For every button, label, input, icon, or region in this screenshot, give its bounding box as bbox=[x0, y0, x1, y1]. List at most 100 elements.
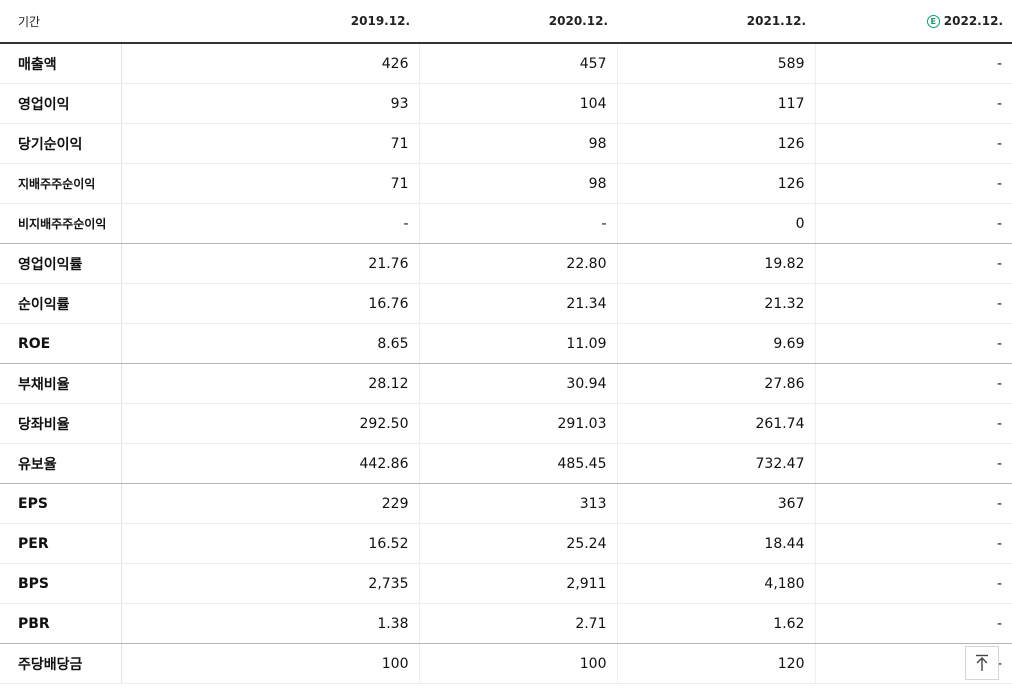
cell-value: 21.76 bbox=[121, 243, 420, 284]
table-row: 매출액 426 457 589 - bbox=[0, 43, 1012, 84]
row-label: 영업이익 bbox=[0, 83, 122, 124]
cell-value: 117 bbox=[617, 83, 816, 124]
estimate-badge-icon: E bbox=[926, 15, 940, 28]
table-row: 순이익률 16.76 21.34 21.32 - bbox=[0, 283, 1012, 324]
cell-value: - bbox=[815, 283, 1012, 324]
column-header-2022-label: 2022.12. bbox=[943, 14, 1003, 28]
cell-value: 0 bbox=[617, 203, 816, 244]
row-label: 매출액 bbox=[0, 43, 122, 84]
cell-value: 100 bbox=[121, 643, 420, 684]
table-row: EPS 229 313 367 - bbox=[0, 483, 1012, 524]
cell-value: 22.80 bbox=[419, 243, 618, 284]
table-row: 당기순이익 71 98 126 - bbox=[0, 123, 1012, 164]
column-header-2022: E 2022.12. bbox=[815, 0, 1012, 44]
cell-value: - bbox=[419, 203, 618, 244]
period-header: 기간 bbox=[0, 0, 121, 44]
cell-value: - bbox=[815, 203, 1012, 244]
cell-value: 98 bbox=[419, 163, 618, 204]
cell-value: 21.34 bbox=[419, 283, 618, 324]
cell-value: 8.65 bbox=[121, 323, 420, 364]
column-header-2019: 2019.12. bbox=[121, 0, 419, 44]
cell-value: 98 bbox=[419, 123, 618, 164]
row-label: 영업이익률 bbox=[0, 243, 122, 284]
cell-value: 485.45 bbox=[419, 443, 618, 484]
row-label: 당좌비율 bbox=[0, 403, 122, 444]
row-label: 유보율 bbox=[0, 443, 122, 484]
cell-value: - bbox=[815, 83, 1012, 124]
cell-value: 18.44 bbox=[617, 523, 816, 564]
cell-value: - bbox=[815, 603, 1012, 644]
cell-value: 16.52 bbox=[121, 523, 420, 564]
row-label: PBR bbox=[0, 603, 122, 644]
cell-value: 120 bbox=[617, 643, 816, 684]
row-label: PER bbox=[0, 523, 122, 564]
scroll-to-top-button[interactable] bbox=[965, 646, 999, 680]
cell-value: 21.32 bbox=[617, 283, 816, 324]
cell-value: 30.94 bbox=[419, 363, 618, 404]
row-label: 순이익률 bbox=[0, 283, 122, 324]
cell-value: 367 bbox=[617, 483, 816, 524]
arrow-up-to-line-icon bbox=[976, 654, 988, 671]
cell-value: - bbox=[815, 403, 1012, 444]
cell-value: 732.47 bbox=[617, 443, 816, 484]
cell-value: - bbox=[815, 163, 1012, 204]
cell-value: 2,911 bbox=[419, 563, 618, 604]
row-label: 주당배당금 bbox=[0, 643, 122, 684]
cell-value: 426 bbox=[121, 43, 420, 84]
cell-value: - bbox=[815, 563, 1012, 604]
column-header-2020: 2020.12. bbox=[419, 0, 617, 44]
cell-value: 4,180 bbox=[617, 563, 816, 604]
table-row: 유보율 442.86 485.45 732.47 - bbox=[0, 443, 1012, 484]
cell-value: 19.82 bbox=[617, 243, 816, 284]
cell-value: 71 bbox=[121, 123, 420, 164]
cell-value: 28.12 bbox=[121, 363, 420, 404]
cell-value: 104 bbox=[419, 83, 618, 124]
row-label: ROE bbox=[0, 323, 122, 364]
cell-value: 25.24 bbox=[419, 523, 618, 564]
table-row: 부채비율 28.12 30.94 27.86 - bbox=[0, 363, 1012, 404]
cell-value: 229 bbox=[121, 483, 420, 524]
cell-value: - bbox=[815, 523, 1012, 564]
row-label: EPS bbox=[0, 483, 122, 524]
row-label: 비지배주주순이익 bbox=[0, 203, 122, 244]
cell-value: 291.03 bbox=[419, 403, 618, 444]
row-label: 지배주주순이익 bbox=[0, 163, 122, 204]
cell-value: 292.50 bbox=[121, 403, 420, 444]
cell-value: 442.86 bbox=[121, 443, 420, 484]
cell-value: 1.62 bbox=[617, 603, 816, 644]
cell-value: - bbox=[815, 243, 1012, 284]
cell-value: 2.71 bbox=[419, 603, 618, 644]
cell-value: - bbox=[815, 323, 1012, 364]
cell-value: 126 bbox=[617, 163, 816, 204]
cell-value: - bbox=[815, 483, 1012, 524]
cell-value: 93 bbox=[121, 83, 420, 124]
table-row: PBR 1.38 2.71 1.62 - bbox=[0, 603, 1012, 644]
row-label: 당기순이익 bbox=[0, 123, 122, 164]
cell-value: 2,735 bbox=[121, 563, 420, 604]
cell-value: 589 bbox=[617, 43, 816, 84]
cell-value: - bbox=[815, 123, 1012, 164]
cell-value: - bbox=[815, 363, 1012, 404]
cell-value: 126 bbox=[617, 123, 816, 164]
cell-value: 11.09 bbox=[419, 323, 618, 364]
row-label: 부채비율 bbox=[0, 363, 122, 404]
cell-value: - bbox=[121, 203, 420, 244]
table-row: PER 16.52 25.24 18.44 - bbox=[0, 523, 1012, 564]
cell-value: 27.86 bbox=[617, 363, 816, 404]
table-row: 영업이익률 21.76 22.80 19.82 - bbox=[0, 243, 1012, 284]
row-label: BPS bbox=[0, 563, 122, 604]
cell-value: 9.69 bbox=[617, 323, 816, 364]
table-row: 주당배당금 100 100 120 - bbox=[0, 643, 1012, 684]
cell-value: 16.76 bbox=[121, 283, 420, 324]
cell-value: - bbox=[815, 43, 1012, 84]
cell-value: 457 bbox=[419, 43, 618, 84]
table-row: 비지배주주순이익 - - 0 - bbox=[0, 203, 1012, 244]
header-row: 기간 2019.12. 2020.12. 2021.12. E 2022.12. bbox=[0, 0, 1012, 44]
table-row: 지배주주순이익 71 98 126 - bbox=[0, 163, 1012, 204]
cell-value: 261.74 bbox=[617, 403, 816, 444]
table-row: 영업이익 93 104 117 - bbox=[0, 83, 1012, 124]
cell-value: 313 bbox=[419, 483, 618, 524]
cell-value: 1.38 bbox=[121, 603, 420, 644]
table-row: ROE 8.65 11.09 9.69 - bbox=[0, 323, 1012, 364]
